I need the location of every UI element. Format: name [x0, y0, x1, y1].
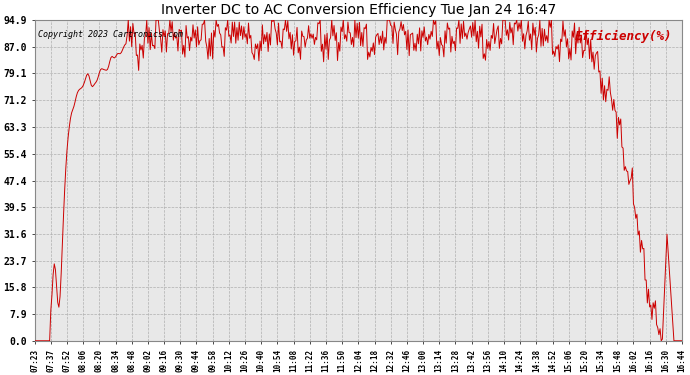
Text: Copyright 2023 Cartronics.com: Copyright 2023 Cartronics.com	[38, 30, 183, 39]
Title: Inverter DC to AC Conversion Efficiency Tue Jan 24 16:47: Inverter DC to AC Conversion Efficiency …	[161, 3, 556, 18]
Text: Efficiency(%): Efficiency(%)	[575, 30, 672, 43]
